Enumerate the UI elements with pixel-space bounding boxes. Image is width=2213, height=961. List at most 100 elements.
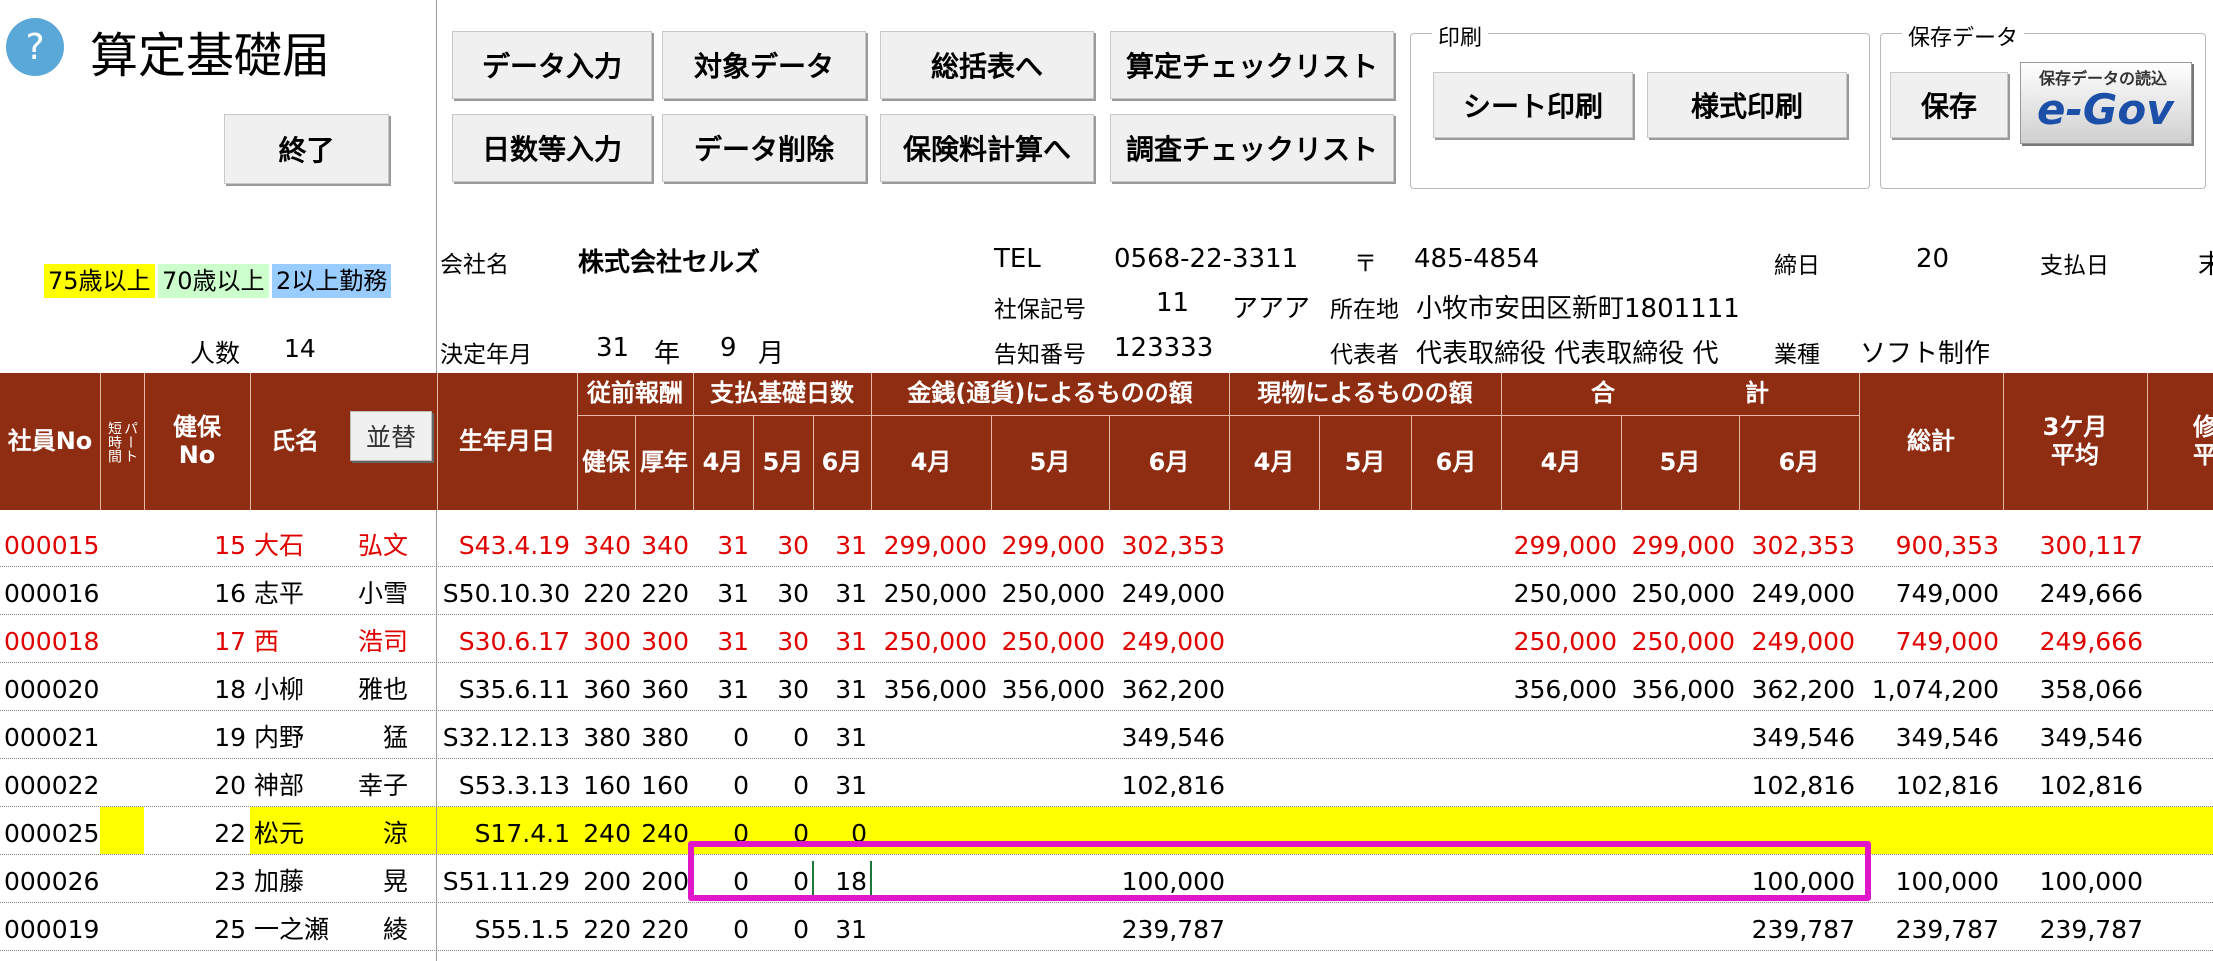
cell-grand-total[interactable]: 102,816 [1895,771,1999,800]
cell-emp-no[interactable]: 000022 [4,771,100,800]
target-data-button[interactable]: 対象データ [662,31,866,99]
cell-days-m6[interactable]: 0 [851,819,867,848]
cell-days-m5[interactable]: 30 [777,627,809,656]
cell-cash-m5[interactable]: 299,000 [1001,531,1105,560]
cell-prev-kenpo[interactable]: 300 [583,627,631,656]
cell-days-m6[interactable]: 31 [835,723,867,752]
cell-cash-m6[interactable]: 302,353 [1121,531,1225,560]
cell-last-name[interactable]: 加藤 [254,867,305,896]
table-row[interactable]: 000019 25 一之瀬 綾 S55.1.5 220 220 0 0 31 239,787 239,… [0,903,2213,951]
cell-total-m6[interactable]: 362,200 [1751,675,1855,704]
cell-grand-total[interactable]: 349,546 [1895,723,1999,752]
cell-cash-m6[interactable]: 239,787 [1121,915,1225,944]
cell-emp-no[interactable]: 000018 [4,627,100,656]
cell-prev-kounen[interactable]: 220 [641,915,689,944]
cell-days-m5[interactable]: 30 [777,531,809,560]
cell-days-m6[interactable]: 31 [835,627,867,656]
cell-days-m4[interactable]: 31 [717,675,749,704]
cell-prev-kounen[interactable]: 360 [641,675,689,704]
cell-emp-no[interactable]: 000020 [4,675,100,704]
cell-days-m6[interactable]: 31 [835,579,867,608]
cell-avg[interactable]: 102,816 [2039,771,2143,800]
sort-button[interactable]: 並替 [350,411,432,461]
cell-days-m4[interactable]: 0 [733,915,749,944]
cell-prev-kounen[interactable]: 380 [641,723,689,752]
cell-total-m5[interactable]: 356,000 [1631,675,1735,704]
table-row[interactable]: 000020 18 小柳 雅也 S35.6.11 360 360 31 30 31 356,000 3… [0,663,2213,711]
cell-prev-kenpo[interactable]: 340 [583,531,631,560]
data-input-button[interactable]: データ入力 [452,31,652,99]
cell-first-name[interactable]: 幸子 [357,771,408,800]
cell-total-m6[interactable]: 349,546 [1751,723,1855,752]
cell-cash-m6[interactable]: 249,000 [1121,627,1225,656]
cell-total-m4[interactable] [1503,711,1617,758]
cell-kenpo-no[interactable]: 16 [214,579,246,608]
cell-cash-m5[interactable]: 250,000 [1001,627,1105,656]
days-input-button[interactable]: 日数等入力 [452,114,652,182]
cell-emp-no[interactable]: 000015 [4,531,100,560]
form-print-button[interactable]: 様式印刷 [1647,72,1847,138]
cell-avg[interactable]: 100,000 [2039,867,2143,896]
cell-prev-kenpo[interactable]: 160 [583,771,631,800]
cell-kenpo-no[interactable]: 17 [214,627,246,656]
cell-cash-m5[interactable]: 250,000 [1001,579,1105,608]
cell-days-m4[interactable]: 0 [733,867,749,896]
cell-days-m5[interactable]: 0 [793,867,809,896]
cell-prev-kenpo[interactable]: 380 [583,723,631,752]
exit-button[interactable]: 終了 [224,114,389,184]
cell-last-name[interactable]: 神部 [254,771,305,800]
cell-total-m4[interactable] [1503,903,1617,950]
cell-prev-kenpo[interactable]: 360 [583,675,631,704]
cell-cash-m6[interactable]: 102,816 [1121,771,1225,800]
cell-prev-kenpo[interactable]: 240 [583,819,631,848]
table-row[interactable]: 000021 19 内野 猛 S32.12.13 380 380 0 0 31 349,546 349… [0,711,2213,759]
cell-cash-m5[interactable] [993,711,1105,758]
cell-birth[interactable]: S50.10.30 [442,579,570,608]
cell-days-m6[interactable]: 31 [835,771,867,800]
cell-grand-total[interactable]: 100,000 [1895,867,1999,896]
cell-emp-no[interactable]: 000016 [4,579,100,608]
cell-last-name[interactable]: 松元 [254,819,305,848]
survey-checklist-button[interactable]: 調査チェックリスト [1110,114,1394,182]
cell-avg[interactable]: 300,117 [2039,531,2143,560]
table-row[interactable]: 000015 15 大石 弘文 S43.4.19 340 340 31 30 31 299,000 2… [0,519,2213,567]
cell-total-m5[interactable] [1623,711,1735,758]
cell-kenpo-no[interactable]: 22 [214,819,246,848]
santei-checklist-button[interactable]: 算定チェックリスト [1110,31,1394,99]
cell-last-name[interactable]: 大石 [254,531,305,560]
cell-last-name[interactable]: 小柳 [254,675,305,704]
cell-emp-no[interactable]: 000025 [4,819,100,848]
cell-birth[interactable]: S30.6.17 [458,627,570,656]
cell-birth[interactable]: S35.6.11 [458,675,570,704]
table-row[interactable]: 000022 20 神部 幸子 S53.3.13 160 160 0 0 31 102,816 102… [0,759,2213,807]
cell-kenpo-no[interactable]: 19 [214,723,246,752]
cell-grand-total[interactable]: 749,000 [1895,627,1999,656]
cell-total-m5[interactable]: 250,000 [1631,627,1735,656]
cell-birth[interactable]: S17.4.1 [474,819,570,848]
table-row[interactable]: 000026 23 加藤 晃 S51.11.29 200 200 0 0 18 100,000 100… [0,855,2213,903]
cell-total-m4[interactable]: 250,000 [1513,627,1617,656]
cell-days-m5[interactable]: 30 [777,579,809,608]
cell-avg[interactable]: 358,066 [2039,675,2143,704]
cell-last-name[interactable]: 内野 [254,723,305,752]
cell-last-name[interactable]: 一之瀬 [254,915,330,944]
cell-first-name[interactable]: 猛 [382,723,408,752]
table-row[interactable]: 000016 16 志平 小雪 S50.10.30 220 220 31 30 31 250,000… [0,567,2213,615]
cell-days-m6[interactable]: 18 [835,867,867,896]
cell-first-name[interactable]: 弘文 [357,531,408,560]
cell-grand-total[interactable]: 900,353 [1895,531,1999,560]
premium-calc-button[interactable]: 保険料計算へ [880,114,1094,182]
cell-cash-m6[interactable]: 249,000 [1121,579,1225,608]
egov-load-button[interactable]: 保存データの読込 e-Gov [2020,62,2192,144]
cell-total-m5[interactable]: 299,000 [1631,531,1735,560]
cell-days-m6[interactable]: 31 [835,915,867,944]
cell-total-m4[interactable]: 356,000 [1513,675,1617,704]
cell-days-m4[interactable]: 31 [717,627,749,656]
cell-prev-kounen[interactable]: 220 [641,579,689,608]
cell-avg[interactable] [2005,807,2143,854]
cell-prev-kenpo[interactable]: 220 [583,915,631,944]
cell-kenpo-no[interactable]: 18 [214,675,246,704]
cell-total-m6[interactable]: 100,000 [1751,867,1855,896]
cell-grand-total[interactable]: 749,000 [1895,579,1999,608]
cell-emp-no[interactable]: 000021 [4,723,100,752]
